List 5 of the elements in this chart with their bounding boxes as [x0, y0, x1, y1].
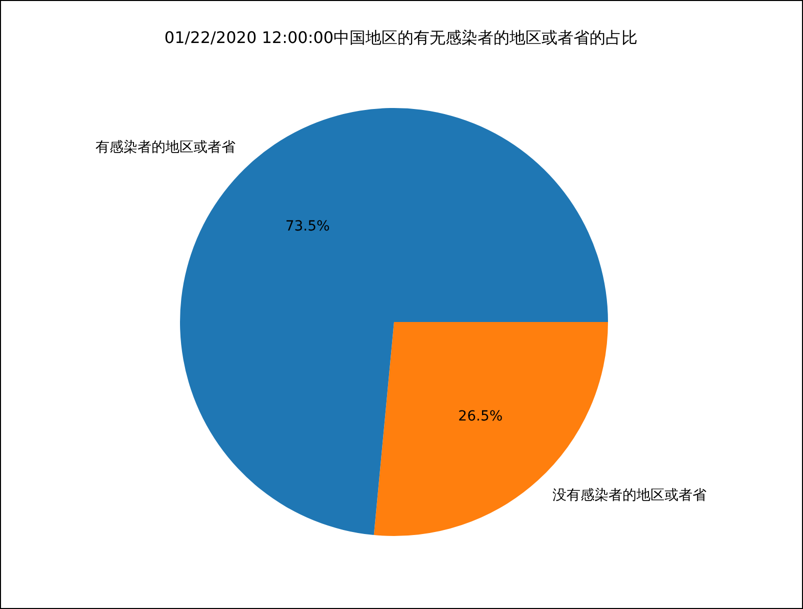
data-label: 26.5%: [458, 408, 503, 425]
chart-title: 01/22/2020 12:00:00中国地区的有无感染者的地区或者省的占比: [164, 28, 638, 48]
slice-label: 有感染者的地区或者省: [96, 140, 236, 156]
data-label: 73.5%: [285, 218, 330, 235]
slice-label: 没有感染者的地区或者省: [552, 488, 706, 504]
